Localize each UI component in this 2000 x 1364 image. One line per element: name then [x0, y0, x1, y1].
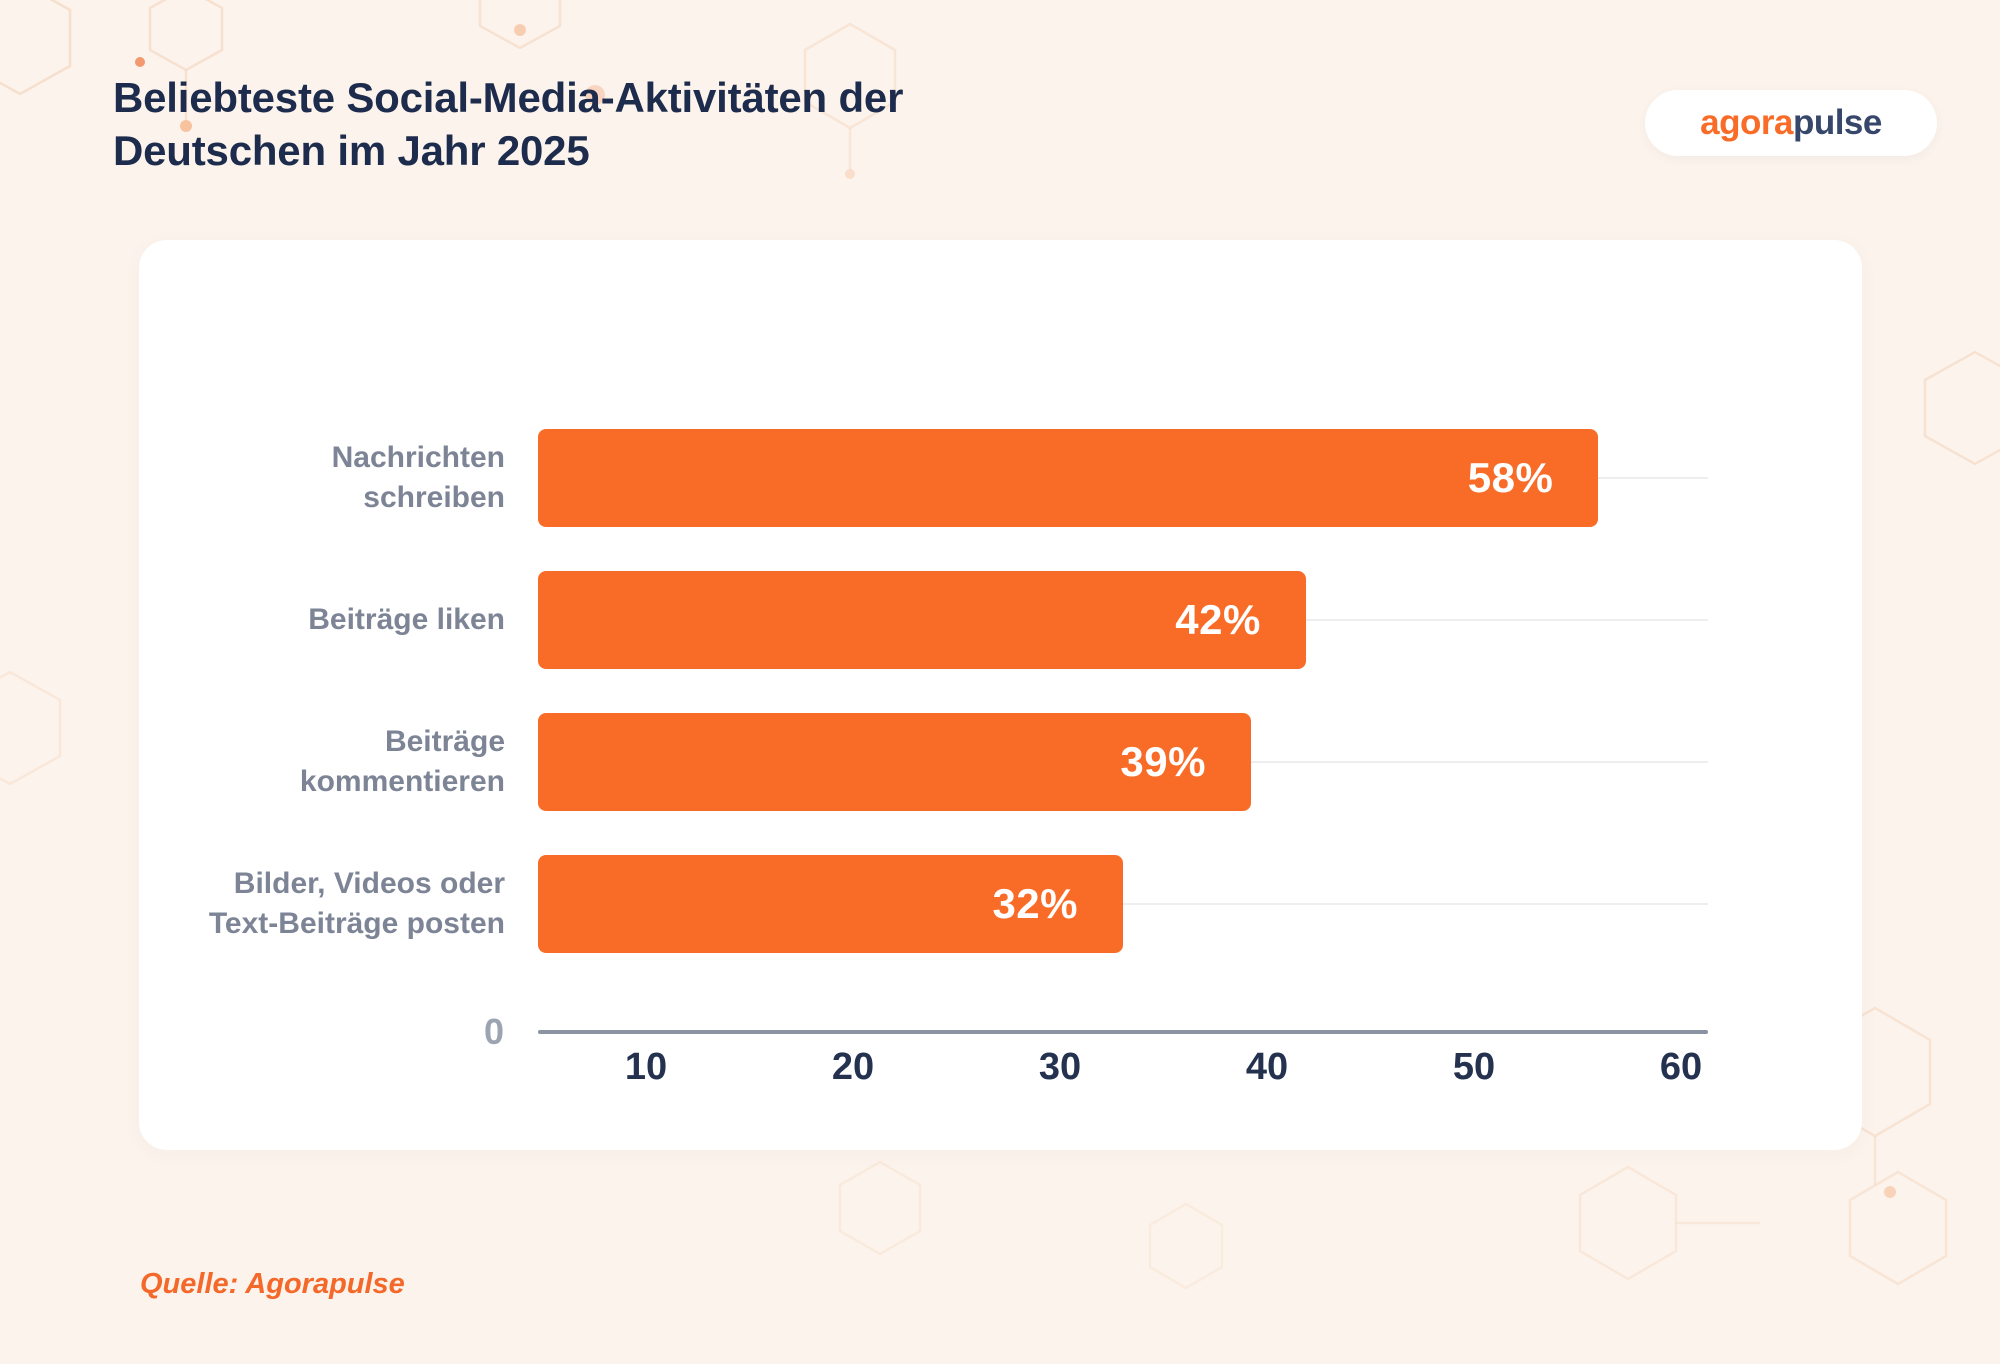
x-axis-zero-label: 0 — [483, 1011, 505, 1052]
x-axis-tick-label: 40 — [1245, 1046, 1289, 1088]
chart-row: Beiträge liken 42% — [139, 571, 1708, 669]
gridline — [538, 903, 1708, 905]
bar-value-label: 42% — [1175, 596, 1261, 643]
row-plot-area: 39% — [538, 713, 1708, 811]
bar-value-label: 58% — [1467, 454, 1554, 501]
x-axis-tick-label: 60 — [1659, 1046, 1703, 1088]
bar: 42% — [538, 571, 1306, 669]
chart-row: Beiträge kommentieren 39% — [139, 713, 1708, 811]
category-label: Nachrichten schreiben — [331, 440, 505, 515]
chart-card: Nachrichten schreiben 58% Beiträge liken 42%… — [139, 240, 1862, 1150]
row-plot-area: 58% — [538, 429, 1708, 527]
logo-text-pulse: pulse — [1792, 103, 1882, 142]
source-caption: Quelle: Agorapulse — [140, 1268, 405, 1300]
x-axis-tick-label: 20 — [831, 1046, 875, 1088]
x-axis-tick-label: 10 — [624, 1046, 668, 1088]
category-label: Bilder, Videos oder Text-Beiträge posten — [208, 866, 505, 941]
bar-value-label: 39% — [1120, 738, 1206, 785]
x-axis-tick-label: 50 — [1452, 1046, 1496, 1088]
page-title: Beliebteste Social-Media-Aktivitäten der… — [113, 74, 904, 174]
x-axis-line — [538, 1030, 1708, 1034]
bar: 58% — [538, 429, 1599, 527]
bar-chart-rows: Nachrichten schreiben 58% Beiträge liken 42%… — [139, 429, 1708, 953]
category-label: Beiträge kommentieren — [299, 724, 505, 799]
bar-value-label: 32% — [992, 880, 1078, 927]
chart-row: Bilder, Videos oder Text-Beiträge posten 3… — [139, 855, 1708, 953]
row-plot-area: 42% — [538, 571, 1708, 669]
agorapulse-logo: agora pulse — [1645, 90, 1937, 156]
bar: 32% — [538, 855, 1123, 953]
category-label: Beiträge liken — [308, 602, 505, 636]
bar: 39% — [538, 713, 1251, 811]
x-axis-ticks: 10 20 30 40 50 60 — [538, 1046, 1708, 1098]
chart-row: Nachrichten schreiben 58% — [139, 429, 1708, 527]
logo-text-agora: agora — [1700, 103, 1793, 142]
x-axis-tick-label: 30 — [1038, 1046, 1082, 1088]
row-plot-area: 32% — [538, 855, 1708, 953]
